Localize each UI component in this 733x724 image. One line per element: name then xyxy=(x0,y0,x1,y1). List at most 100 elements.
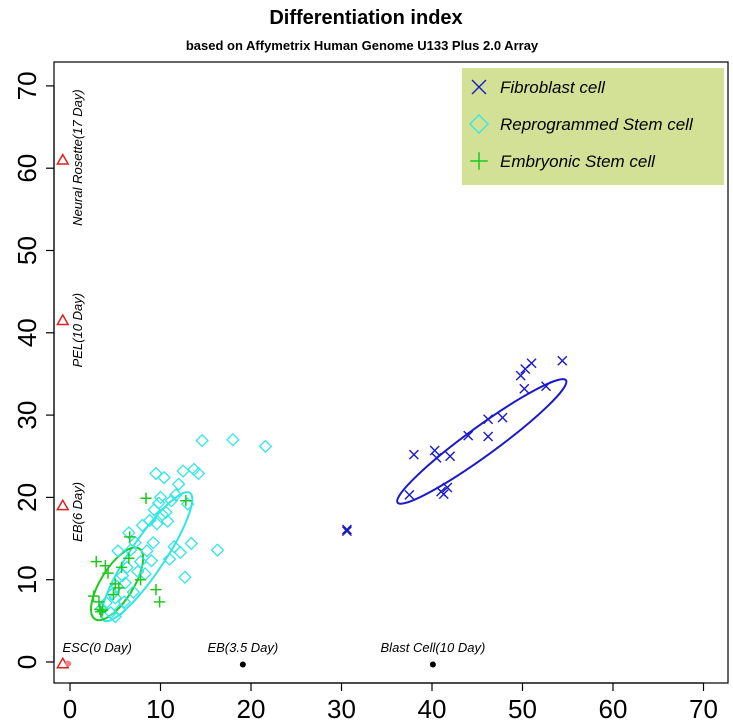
reference-marker xyxy=(56,153,70,165)
data-point xyxy=(126,585,141,599)
reference-marker xyxy=(56,313,70,326)
data-point xyxy=(90,555,102,568)
reference-label: Neural Rosette(17 Day) xyxy=(70,89,85,226)
data-point xyxy=(94,601,109,616)
data-point xyxy=(557,355,568,366)
data-point xyxy=(341,524,352,535)
data-point xyxy=(404,489,415,500)
data-point xyxy=(164,493,179,508)
data-point xyxy=(134,574,147,586)
x-tick-label: 10 xyxy=(146,694,175,724)
ellipses-layer xyxy=(90,378,568,623)
legend-label: Fibroblast cell xyxy=(500,78,606,97)
legend-label: Reprogrammed Stem cell xyxy=(500,115,694,134)
data-point xyxy=(99,560,111,572)
data-point xyxy=(442,482,453,493)
data-point xyxy=(99,595,113,610)
data-point xyxy=(176,464,190,478)
legend-marker xyxy=(470,152,488,170)
data-point xyxy=(124,531,136,543)
data-point xyxy=(122,526,136,540)
data-point xyxy=(151,496,166,510)
data-point xyxy=(117,595,132,609)
x-tick-label: 0 xyxy=(63,694,77,724)
data-point xyxy=(150,583,162,596)
esc-overlap-dot xyxy=(65,660,72,667)
data-point xyxy=(191,466,206,481)
data-point xyxy=(146,535,161,550)
data-point xyxy=(210,543,225,557)
y-tick-label: 20 xyxy=(12,483,42,512)
data-point xyxy=(173,545,188,560)
reference-label: PEL(10 Day) xyxy=(70,293,85,367)
y-tick-label: 60 xyxy=(12,154,42,183)
reference-label: EB(3.5 Day) xyxy=(207,640,278,655)
chart-subtitle: based on Affymetrix Human Genome U133 Pl… xyxy=(186,38,539,53)
x-tick-label: 70 xyxy=(689,694,718,724)
data-point xyxy=(115,561,128,573)
y-tick-label: 30 xyxy=(12,401,42,430)
data-point xyxy=(184,536,199,551)
data-point xyxy=(438,489,449,500)
data-point xyxy=(107,588,120,601)
data-point xyxy=(180,497,195,511)
reference-label: ESC(0 Day) xyxy=(62,640,131,655)
legend-background xyxy=(462,68,724,185)
points-layer xyxy=(87,355,568,624)
data-point xyxy=(120,560,134,575)
data-point xyxy=(153,596,166,608)
data-point xyxy=(133,554,148,569)
data-point xyxy=(483,431,494,442)
data-point xyxy=(408,449,419,460)
data-point xyxy=(187,462,201,477)
legend-marker xyxy=(471,79,487,95)
confidence-ellipse xyxy=(90,546,145,622)
data-point xyxy=(519,383,530,394)
data-point xyxy=(87,590,100,602)
data-point xyxy=(111,544,125,558)
data-point xyxy=(102,567,114,579)
reference-marker xyxy=(56,498,70,511)
confidence-ellipse xyxy=(396,378,568,505)
y-axis: 0 10 20 30 40 50 60 70 xyxy=(12,71,55,669)
chart-title: Differentiation index xyxy=(269,7,462,29)
data-point xyxy=(96,604,109,616)
x-tick-label: 60 xyxy=(599,694,628,724)
reference-points-layer: Neural Rosette(17 Day) PEL(10 Day) EB(6 Da… xyxy=(56,89,486,669)
data-point xyxy=(541,381,552,392)
data-point xyxy=(118,576,132,590)
data-point xyxy=(171,477,186,492)
data-point xyxy=(105,586,120,601)
data-point xyxy=(123,552,135,564)
legend-marker xyxy=(468,113,490,135)
data-point xyxy=(140,492,152,504)
data-point xyxy=(483,414,494,425)
data-point xyxy=(142,513,157,528)
data-point xyxy=(341,526,352,537)
x-tick-label: 50 xyxy=(508,694,537,724)
data-point xyxy=(131,564,145,579)
x-tick-label: 20 xyxy=(237,694,266,724)
data-point xyxy=(115,568,130,583)
data-point xyxy=(195,433,209,448)
data-point xyxy=(226,433,240,447)
x-axis: 0 10 20 30 40 50 60 70 xyxy=(63,682,718,724)
x-tick-label: 40 xyxy=(418,694,447,724)
data-point xyxy=(157,470,171,485)
data-point xyxy=(178,570,192,585)
reference-label: Blast Cell(10 Day) xyxy=(381,640,486,655)
data-point xyxy=(180,495,192,507)
data-point xyxy=(160,514,175,529)
y-tick-label: 10 xyxy=(12,565,42,594)
data-point xyxy=(113,582,125,594)
data-point xyxy=(431,452,442,463)
data-point xyxy=(526,358,537,369)
data-point xyxy=(93,596,105,608)
data-point xyxy=(128,535,142,550)
data-point xyxy=(445,451,456,462)
data-point xyxy=(258,439,273,454)
reference-marker xyxy=(239,661,246,668)
data-point xyxy=(113,603,127,617)
data-point xyxy=(150,516,164,531)
